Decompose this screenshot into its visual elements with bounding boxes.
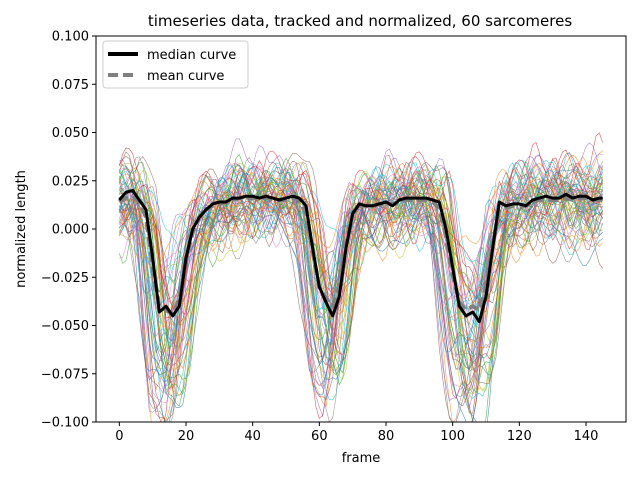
sarcomere-trace: [119, 170, 603, 373]
x-tick-label: 40: [244, 429, 261, 444]
sarcomere-trace: [119, 162, 603, 294]
sarcomere-trace: [119, 169, 603, 376]
y-tick-label: 0.025: [52, 174, 89, 189]
x-axis: 0 20 40 60 80 100 120 140: [115, 422, 598, 444]
sarcomere-trace: [119, 186, 603, 404]
legend: median curve mean curve: [102, 40, 249, 89]
median-curve-line: [118, 188, 603, 324]
sarcomere-trace: [119, 153, 603, 385]
sarcomere-trace: [119, 164, 603, 342]
x-tick-label: 100: [440, 429, 465, 444]
sarcomere-trace: [119, 172, 603, 422]
y-axis: −0.100 −0.075 −0.050 −0.025 0.000 0.025 0.050 0…: [41, 30, 96, 431]
sarcomere-trace: [119, 153, 603, 394]
x-tick-label: 0: [115, 429, 123, 444]
y-tick-label: 0.100: [52, 30, 89, 45]
sarcomere-trace: [119, 162, 603, 295]
sarcomere-trace: [119, 151, 603, 344]
sarcomere-trace: [119, 161, 603, 369]
chart-title: timeseries data, tracked and normalized,…: [148, 12, 572, 30]
sarcomere-trace: [119, 169, 603, 395]
y-axis-label: normalized length: [14, 170, 29, 288]
sarcomere-trace: [119, 164, 603, 329]
sarcomere-trace: [119, 152, 603, 312]
sarcomere-trace: [119, 165, 603, 300]
x-tick-label: 140: [574, 429, 599, 444]
sarcomere-trace: [119, 189, 603, 369]
legend-label-median: median curve: [147, 48, 236, 63]
x-tick-label: 60: [311, 429, 328, 444]
y-tick-label: 0.000: [52, 223, 89, 238]
sarcomere-trace: [119, 188, 603, 396]
y-tick-label: −0.050: [41, 319, 89, 334]
sarcomere-trace: [119, 177, 603, 422]
summary-lines: [118, 188, 603, 324]
x-tick-label: 80: [378, 429, 395, 444]
y-tick-label: 0.050: [52, 126, 89, 141]
y-tick-label: −0.075: [41, 367, 89, 382]
y-tick-label: 0.075: [52, 78, 89, 93]
legend-label-mean: mean curve: [147, 69, 224, 84]
sarcomere-trace: [119, 147, 603, 390]
x-tick-label: 20: [178, 429, 195, 444]
x-tick-label: 120: [507, 429, 532, 444]
sarcomere-trace: [119, 182, 603, 392]
y-tick-label: −0.025: [41, 271, 89, 286]
legend-box: [102, 40, 249, 89]
x-axis-label: frame: [342, 451, 381, 466]
y-tick-label: −0.100: [41, 416, 89, 431]
